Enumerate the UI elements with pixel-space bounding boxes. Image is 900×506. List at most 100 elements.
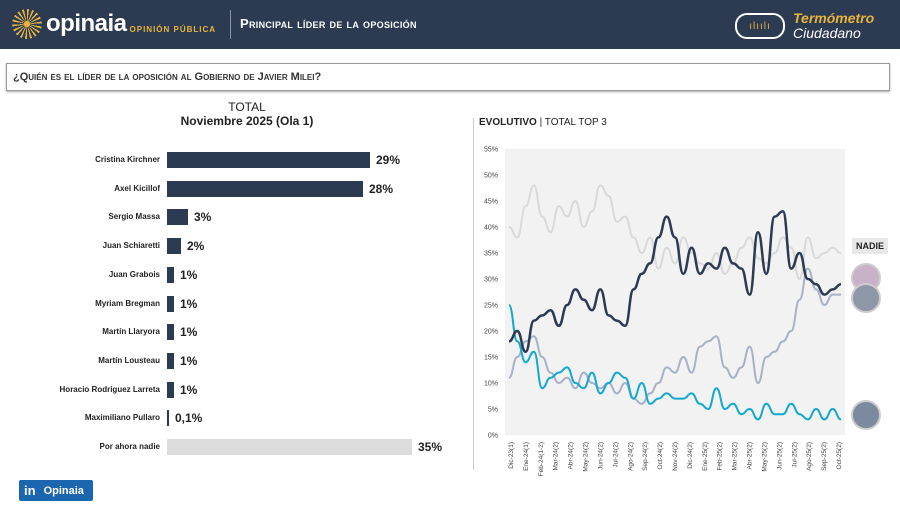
x-tick-label: Sep-25(2) xyxy=(821,442,828,471)
bar-label: Juan Schiaretti xyxy=(102,241,160,251)
x-tick-label: Mar-24(2) xyxy=(553,442,560,471)
x-tick-label: Jun-25(2) xyxy=(776,442,783,470)
bar-label: Maximiliano Pullaro xyxy=(84,413,160,423)
bar-row: Axel Kicillof 28% xyxy=(0,180,460,197)
header-divider xyxy=(230,10,231,39)
x-tick-label: Feb-24(1-2) xyxy=(538,442,545,476)
x-tick-label: Abr-24(2) xyxy=(568,442,575,469)
x-tick-label: May-24(2) xyxy=(583,442,590,472)
bar-value-label: 1% xyxy=(180,353,198,368)
x-tick-label: Ago-24(2) xyxy=(627,442,634,471)
bar-value-label: 35% xyxy=(418,440,443,454)
x-tick-label: Oct-24(2) xyxy=(657,442,664,469)
line-title: EVOLUTIVO xyxy=(479,117,537,128)
x-tick-label: Oct-25(2) xyxy=(836,442,843,469)
y-tick-label: 40% xyxy=(484,225,498,232)
x-tick-label: Feb-25(2) xyxy=(717,442,724,471)
x-tick-label: Ene-24(1) xyxy=(523,442,530,471)
x-tick-label: Nov-24(2) xyxy=(672,442,679,471)
kicillof-photo xyxy=(851,283,881,313)
x-tick-label: Jul-24(2) xyxy=(612,442,619,468)
header: opinaia OPINIÓN PÚBLICA Principal líder … xyxy=(0,0,900,49)
y-tick-label: 35% xyxy=(484,251,498,258)
bar-label: Myriam Bregman xyxy=(95,298,160,308)
x-tick-label: Sep-24(2) xyxy=(642,442,649,471)
bar-value-label: 0,1% xyxy=(175,411,203,426)
bar-label: Por ahora nadie xyxy=(99,442,160,451)
bar-row: Sergio Massa 3% xyxy=(0,209,460,226)
brand-subtitle: OPINIÓN PÚBLICA xyxy=(129,24,217,34)
x-tick-label: Abr-25(2) xyxy=(747,442,754,469)
y-tick-label: 15% xyxy=(484,355,498,362)
x-tick-label: Ago-25(2) xyxy=(806,442,813,471)
series-line-axel-kicillof xyxy=(508,267,841,405)
bar-value-label: 29% xyxy=(376,153,401,167)
bar-value-label: 1% xyxy=(180,267,198,282)
line-chart-title: EVOLUTIVO | TOTAL TOP 3 xyxy=(479,117,607,128)
y-tick-label: 55% xyxy=(484,147,498,154)
speech-bubble-icon: ılıılı xyxy=(735,13,785,39)
bar-row: Por ahora nadie 35% xyxy=(0,439,460,455)
bar-value-label: 1% xyxy=(180,325,198,340)
y-tick-label: 25% xyxy=(484,303,498,310)
series-line-cristina-kirchner xyxy=(508,210,842,354)
x-tick-label: Dic-24(2) xyxy=(687,442,694,469)
bar xyxy=(167,381,174,398)
bar-chart-subtitle: Noviembre 2025 (Ola 1) xyxy=(180,114,314,128)
bar-row: Juan Grabois 1% xyxy=(0,266,460,283)
bar-value-label: 2% xyxy=(187,239,205,254)
bar xyxy=(167,410,169,427)
y-tick-label: 5% xyxy=(488,407,498,414)
opinaia-logo: opinaia OPINIÓN PÚBLICA xyxy=(12,9,216,39)
bar xyxy=(167,180,363,197)
bar xyxy=(167,295,174,312)
linkedin-icon: in xyxy=(24,483,36,498)
brand-name: opinaia xyxy=(46,10,127,37)
nadie-label: NADIE xyxy=(852,238,889,254)
bar-label: Martín Lousteau xyxy=(98,355,160,365)
badge-line1: Termómetro xyxy=(793,10,875,26)
bar-label: Sergio Massa xyxy=(108,212,160,222)
x-tick-label: Ene-25(2) xyxy=(702,442,709,471)
bar-value-label: 1% xyxy=(180,296,198,311)
bar-row: Martín Llaryora 1% xyxy=(0,324,460,341)
bar xyxy=(167,238,181,255)
line-subtitle: TOTAL TOP 3 xyxy=(544,117,607,128)
question-text: ¿Quién es el líder de la oposición al Go… xyxy=(13,71,322,83)
bar xyxy=(167,352,174,369)
plot-area xyxy=(505,149,845,435)
x-tick-label: May-25(2) xyxy=(761,442,768,472)
divider xyxy=(473,118,474,470)
massa-photo xyxy=(851,400,881,430)
bar-row: Martín Lousteau 1% xyxy=(0,352,460,369)
bar-row: Horacio Rodriguez Larreta 1% xyxy=(0,381,460,398)
x-tick-label: Mar-25(2) xyxy=(732,442,739,471)
bar-chart-title: TOTAL xyxy=(228,100,266,114)
bar xyxy=(167,324,174,341)
x-tick-label: Dic-23(1) xyxy=(508,442,515,469)
y-tick-label: 20% xyxy=(484,329,498,336)
bar-row: Maximiliano Pullaro 0,1% xyxy=(0,410,460,427)
x-tick-label: Jun-24(2) xyxy=(597,442,604,470)
bar-value-label: 3% xyxy=(194,210,212,225)
bar-label: Juan Grabois xyxy=(108,269,160,279)
y-tick-label: 30% xyxy=(484,277,498,284)
y-tick-label: 0% xyxy=(488,433,498,440)
termometro-logo: ılıılı Termómetro Ciudadano xyxy=(735,11,874,41)
badge-line2: Ciudadano xyxy=(793,25,861,41)
bar-row: Cristina Kirchner 29% xyxy=(0,152,460,168)
linkedin-badge[interactable]: in Opinaia xyxy=(19,480,93,501)
question-box: ¿Quién es el líder de la oposición al Go… xyxy=(6,63,890,91)
y-tick-label: 10% xyxy=(484,381,498,388)
bar xyxy=(167,209,188,226)
bar-value-label: 1% xyxy=(180,382,198,397)
bar-row: Juan Schiaretti 2% xyxy=(0,238,460,255)
page-title: Principal líder de la oposición xyxy=(240,16,417,31)
bar-label: Martín Llaryora xyxy=(102,327,160,337)
y-tick-label: 45% xyxy=(484,199,498,206)
bar xyxy=(167,439,412,455)
y-tick-label: 50% xyxy=(484,173,498,180)
sun-logo-icon xyxy=(12,9,42,39)
bar xyxy=(167,152,370,168)
